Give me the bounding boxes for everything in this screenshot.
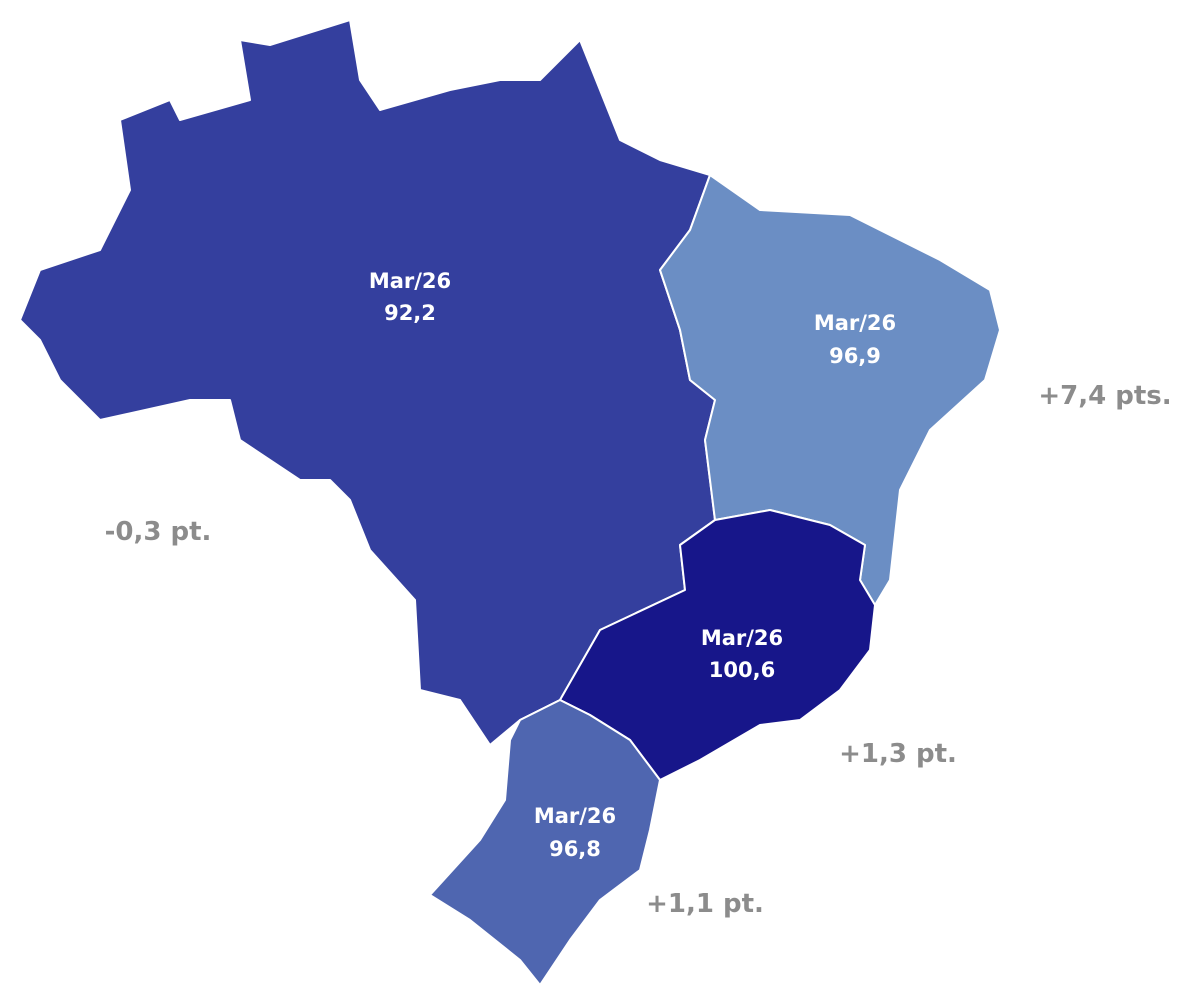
region-value: 100,6 [709, 658, 775, 682]
region-value: 92,2 [384, 301, 436, 325]
region-change: +7,4 pts. [1038, 381, 1171, 411]
region-label: Mar/26 [534, 804, 616, 828]
region-south [429, 699, 661, 986]
region-label: Mar/26 [701, 626, 783, 650]
region-change: +1,1 pt. [646, 889, 764, 919]
region-change: +1,3 pt. [839, 739, 957, 769]
region-value: 96,8 [549, 837, 601, 861]
region-value: 96,9 [829, 344, 881, 368]
region-southeast [559, 509, 876, 781]
region-change: -0,3 pt. [105, 517, 212, 547]
region-label: Mar/26 [814, 311, 896, 335]
region-label: Mar/26 [369, 269, 451, 293]
